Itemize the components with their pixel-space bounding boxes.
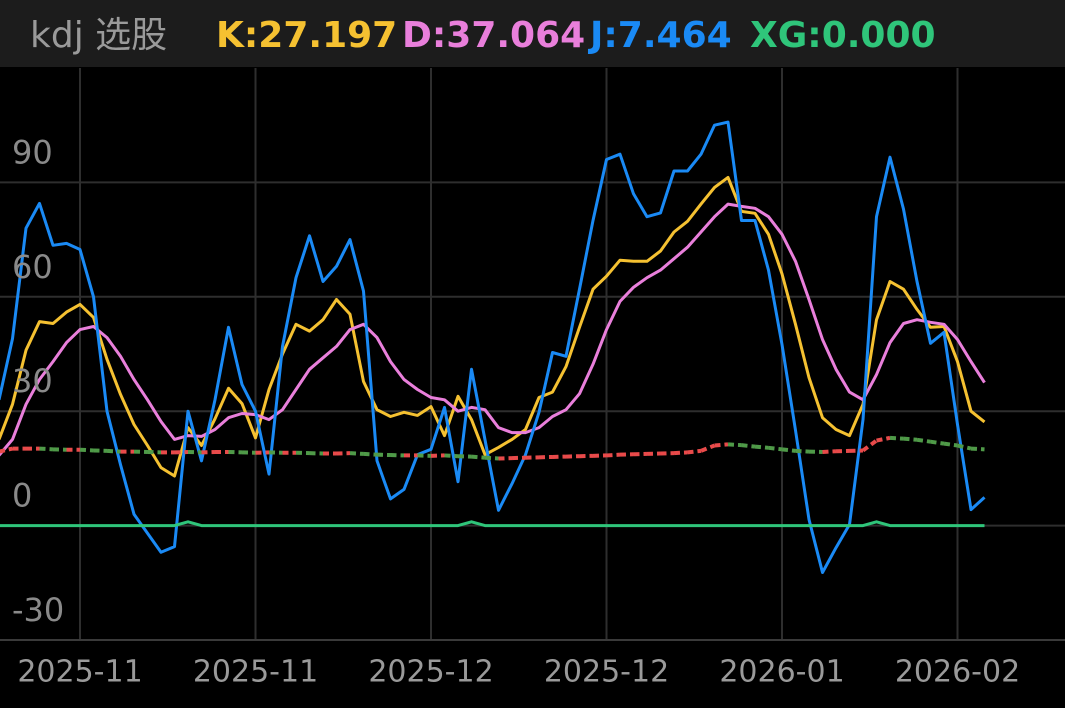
- dashed-segment: [970, 446, 985, 452]
- line-series: [0, 520, 985, 528]
- dashed-segment: [876, 435, 891, 443]
- legend-entry: XG:0.000: [750, 15, 936, 56]
- line-series: [0, 120, 986, 574]
- dashed-segment: [363, 451, 378, 457]
- x-tick-label: 2026-01: [719, 655, 844, 690]
- dashed-segment: [349, 451, 364, 456]
- dashed-segment: [471, 454, 486, 460]
- x-tick-label: 2025-12: [368, 655, 493, 690]
- x-tick-label: 2025-12: [544, 655, 669, 690]
- dashed-segment: [39, 446, 54, 452]
- plot-background: [0, 67, 1065, 708]
- dashed-segment: [700, 443, 716, 453]
- dashed-segment: [106, 448, 121, 454]
- x-tick-label: 2026-02: [895, 655, 1020, 690]
- line-series: [0, 202, 986, 457]
- dashed-segment: [861, 438, 878, 453]
- dashed-segment: [795, 448, 810, 454]
- plot: [0, 120, 986, 574]
- dashed-segment: [606, 452, 621, 458]
- dashed-segment: [930, 439, 945, 446]
- y-tick-label: 30: [12, 362, 53, 400]
- dashed-segment: [916, 437, 931, 444]
- header-bar: [0, 0, 1065, 67]
- y-tick-label: 60: [12, 248, 53, 286]
- dashed-segment: [444, 453, 459, 459]
- chart-title: kdj 选股: [30, 15, 167, 56]
- dashed-segment: [0, 446, 13, 454]
- legend-entry: K:27.197: [216, 15, 397, 56]
- dashed-segment: [889, 435, 904, 441]
- dashed-segment: [768, 445, 783, 452]
- dashed-segment: [727, 442, 742, 448]
- dashed-segment: [822, 449, 837, 454]
- line-series: [0, 175, 986, 478]
- dashed-segment: [741, 443, 756, 449]
- dashed-segment: [754, 444, 769, 450]
- dashed-segment: [943, 441, 958, 448]
- y-tick-label: -30: [12, 591, 64, 629]
- legend-entry: J:7.464: [587, 15, 732, 56]
- dashed-segment: [957, 443, 972, 451]
- dashed-segment: [687, 448, 702, 455]
- x-tick-label: 2025-11: [193, 655, 318, 690]
- y-tick-label: 0: [12, 477, 32, 515]
- dashed-segment: [673, 450, 688, 456]
- dashed-segment: [781, 447, 796, 453]
- x-tick-label: 2025-11: [17, 655, 142, 690]
- dashed-segment: [714, 442, 729, 448]
- dashed-segment: [79, 447, 94, 453]
- dashed-segment: [484, 455, 499, 461]
- labels: -30 0 30 60 90 2025-11 2025-11 2025-12 2025-12 20…: [12, 133, 1020, 689]
- y-tick-label: 90: [12, 133, 53, 171]
- dashed-segment: [903, 436, 918, 442]
- legend-entry: D:37.064: [402, 15, 585, 56]
